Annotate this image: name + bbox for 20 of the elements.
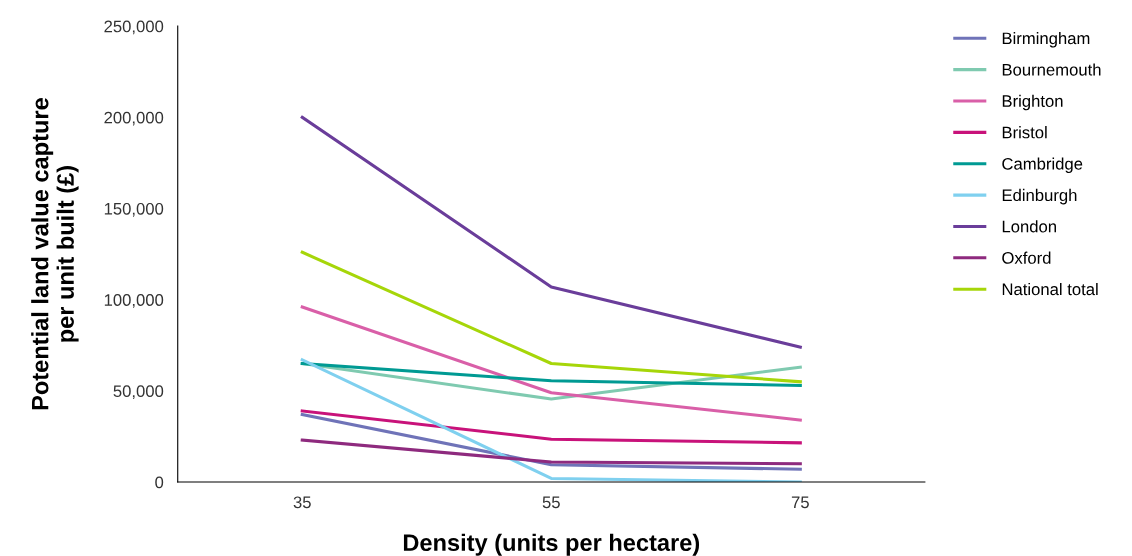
y-tick-label: 200,000	[104, 111, 164, 126]
legend-label: Oxford	[1002, 251, 1051, 264]
legend-label: London	[1002, 220, 1056, 233]
y-tick-label: 50,000	[113, 385, 164, 400]
x-tick-label: 55	[542, 496, 560, 509]
y-tick-label: 100,000	[104, 294, 164, 308]
legend-label: Birmingham	[1002, 32, 1090, 48]
y-tick-label: 150,000	[104, 202, 164, 217]
legend-label: Cambridge	[1002, 157, 1083, 174]
y-tick-label: 250,000	[104, 20, 164, 35]
y-axis-title: Potential land value capture per unit built (£)	[31, 98, 79, 410]
legend-label: Brighton	[1002, 94, 1063, 111]
x-axis-title: Density (units per hectare)	[403, 533, 700, 556]
legend-label: Edinburgh	[1002, 188, 1077, 205]
x-tick-label: 75	[791, 496, 809, 509]
legend-label: National total	[1002, 282, 1098, 296]
legend-label: Bristol	[1002, 126, 1047, 139]
y-tick-label: 0	[155, 476, 164, 489]
legend-label: Bournemouth	[1002, 63, 1101, 76]
x-tick-label: 35	[293, 496, 311, 509]
